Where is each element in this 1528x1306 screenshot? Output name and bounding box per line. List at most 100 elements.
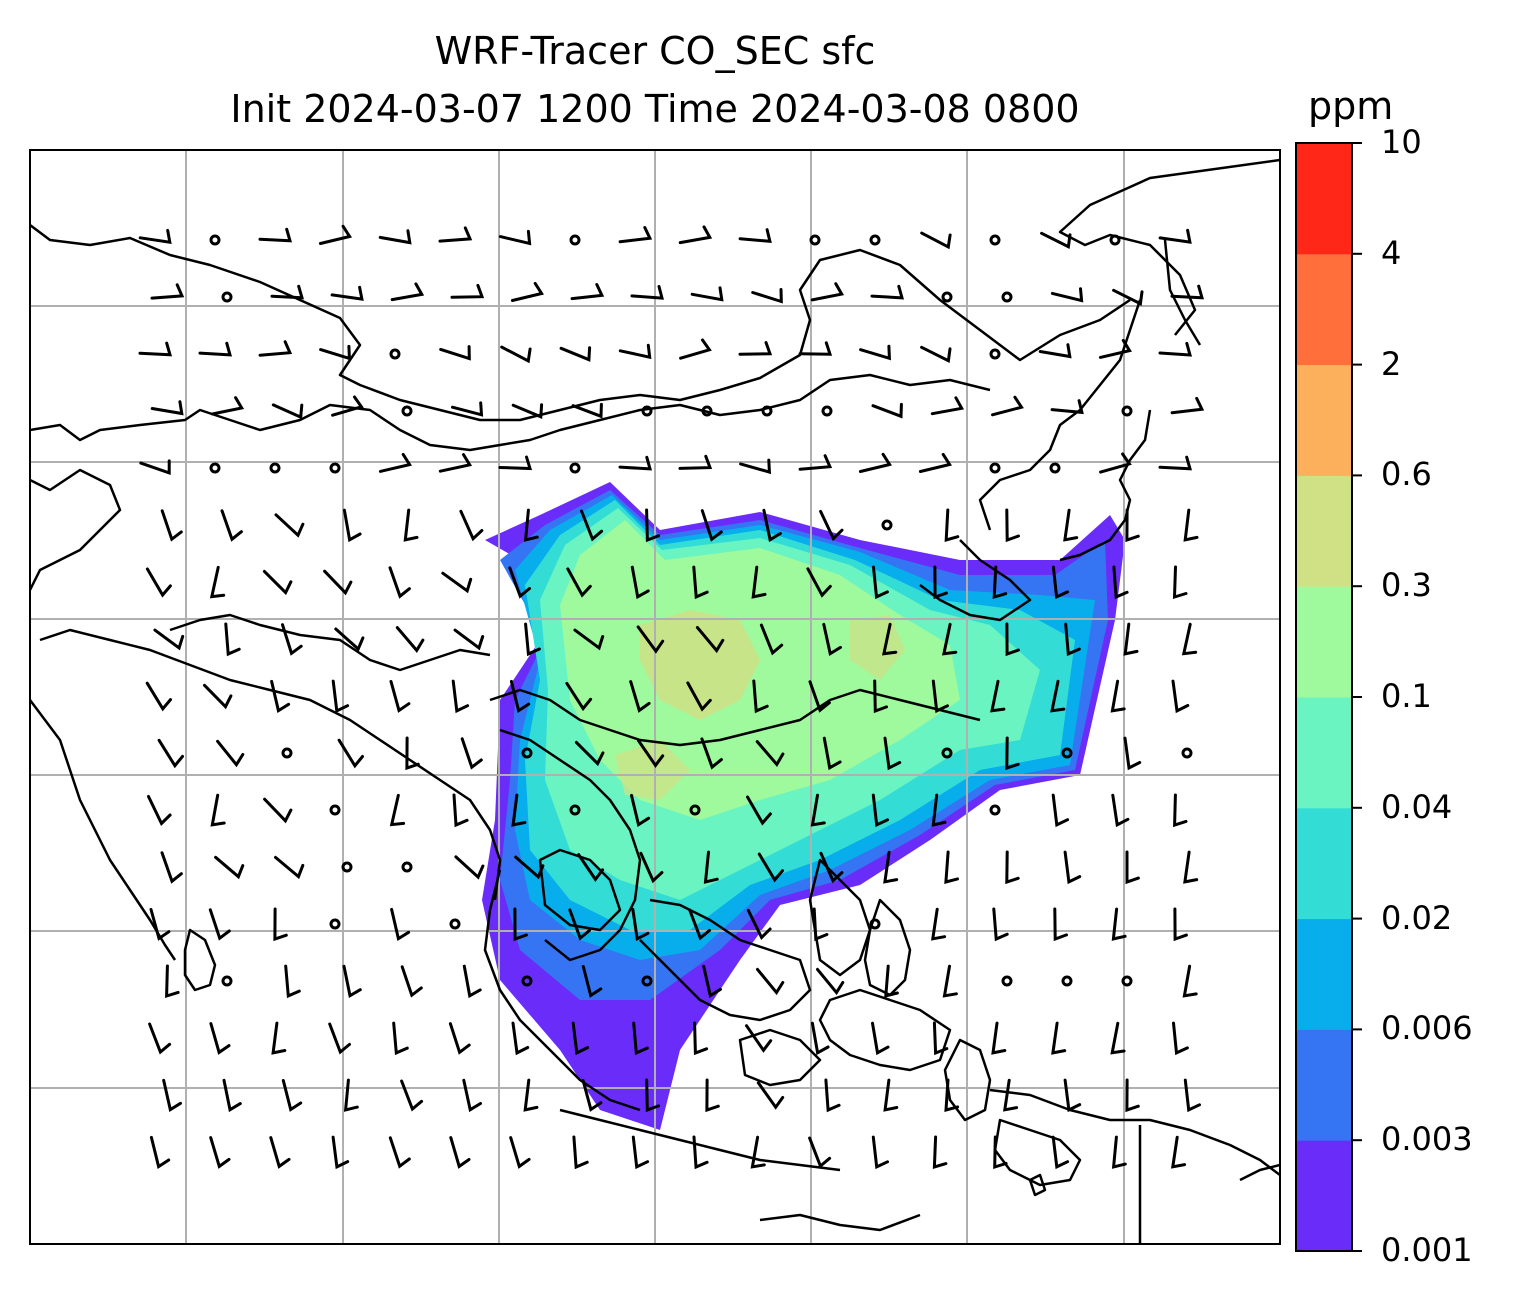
wind-barb [323, 569, 353, 596]
wind-barb [645, 508, 661, 543]
colorbar [1296, 142, 1362, 1252]
wind-barb [459, 509, 484, 542]
wind-barb [139, 459, 171, 476]
wind-barb [281, 1079, 303, 1112]
wind-barb [220, 509, 243, 542]
wind-barb [559, 346, 592, 362]
wind-barb [883, 736, 902, 771]
wind-barb [702, 964, 722, 998]
wind-barb [271, 403, 304, 420]
wind-barb [991, 395, 1024, 417]
wind-barb [1005, 850, 1020, 885]
wind-barb [390, 907, 411, 941]
wind-barb [1110, 1021, 1126, 1055]
wind-barb [941, 622, 958, 656]
colorbar-unit-label: ppm [1308, 84, 1394, 128]
wind-barb [452, 793, 469, 828]
wind-barb [630, 793, 651, 827]
wind-barb [873, 679, 888, 714]
wind-barb [571, 402, 603, 419]
wind-barb [160, 851, 183, 884]
wind-barb [1063, 1078, 1082, 1113]
wind-barb [148, 1022, 172, 1055]
wind-barb [678, 454, 713, 470]
calm-wind-circle [269, 462, 281, 474]
wind-barb [705, 1078, 720, 1113]
wind-barb [1125, 850, 1140, 885]
calm-wind-circle [701, 405, 713, 417]
wind-barb [319, 344, 351, 361]
colorbar-band [1296, 918, 1352, 1030]
wind-barb [822, 622, 842, 656]
wind-barb [738, 228, 772, 243]
wind-barb [920, 231, 952, 250]
colorbar-tick-label: 0.04 [1381, 787, 1453, 826]
wind-barb [1005, 508, 1020, 543]
wind-barb [258, 340, 293, 357]
wind-barb [1173, 793, 1188, 828]
wind-barb [514, 855, 545, 880]
wind-barb [1125, 1078, 1140, 1113]
wind-barb [798, 454, 833, 471]
colorbar-band [1296, 475, 1352, 587]
wind-barb [629, 680, 651, 713]
calm-wind-circle [689, 804, 701, 816]
wind-barb [580, 509, 604, 542]
wind-barb [1181, 622, 1198, 656]
wind-barb [933, 565, 948, 600]
wind-barb [500, 345, 532, 364]
wind-barb [637, 739, 665, 768]
wind-barb [808, 1136, 832, 1169]
wind-barb [577, 853, 605, 882]
calm-wind-circle [329, 462, 341, 474]
colorbar-band [1296, 586, 1352, 698]
wind-barb [686, 681, 712, 712]
wind-barb [618, 226, 653, 244]
wind-barb [1112, 565, 1129, 600]
wind-barb [581, 965, 603, 998]
wind-barb [209, 1022, 231, 1055]
wind-barb [1158, 341, 1193, 357]
wind-barb [328, 1022, 351, 1055]
wind-barb [630, 285, 664, 300]
wind-barb [759, 623, 784, 656]
wind-barb [511, 1021, 530, 1056]
wind-barb [438, 226, 473, 243]
wind-barb [810, 1021, 830, 1056]
colorbar-band [1296, 253, 1352, 366]
wind-barb [165, 964, 180, 999]
wind-barb [1051, 565, 1069, 600]
wind-barb [751, 565, 767, 599]
wind-barb [871, 402, 903, 419]
wind-barb [918, 452, 952, 473]
wind-barb [881, 622, 898, 656]
wind-barb [270, 284, 305, 300]
map-gridlines [30, 150, 1280, 1244]
wind-barb [1053, 907, 1068, 942]
wind-barb [388, 1136, 411, 1169]
wind-barb [1183, 508, 1199, 542]
wind-barb [498, 229, 532, 246]
wind-barb [581, 1079, 603, 1112]
wind-barb [334, 627, 365, 652]
wind-barb [318, 224, 352, 245]
wind-barb [810, 282, 845, 302]
wind-barb [819, 509, 844, 542]
wind-barb [751, 288, 783, 304]
wind-barb [630, 565, 650, 600]
wind-barb [210, 396, 245, 416]
calm-wind-circle [521, 747, 533, 759]
calm-wind-circle [641, 405, 653, 417]
wind-barb [871, 793, 889, 828]
wind-barb [147, 795, 172, 827]
calm-wind-circle [761, 405, 773, 417]
calm-wind-circle [521, 975, 533, 987]
wind-barb [273, 907, 288, 942]
tracer-level-0.3c [850, 615, 905, 680]
wind-barb [1182, 964, 1198, 998]
map-title-line2: Init 2024-03-07 1200 Time 2024-03-08 080… [230, 87, 1080, 131]
wind-barb [403, 508, 419, 542]
wind-barb [1183, 850, 1199, 884]
wind-barb [679, 338, 712, 360]
wind-barb [342, 508, 362, 543]
